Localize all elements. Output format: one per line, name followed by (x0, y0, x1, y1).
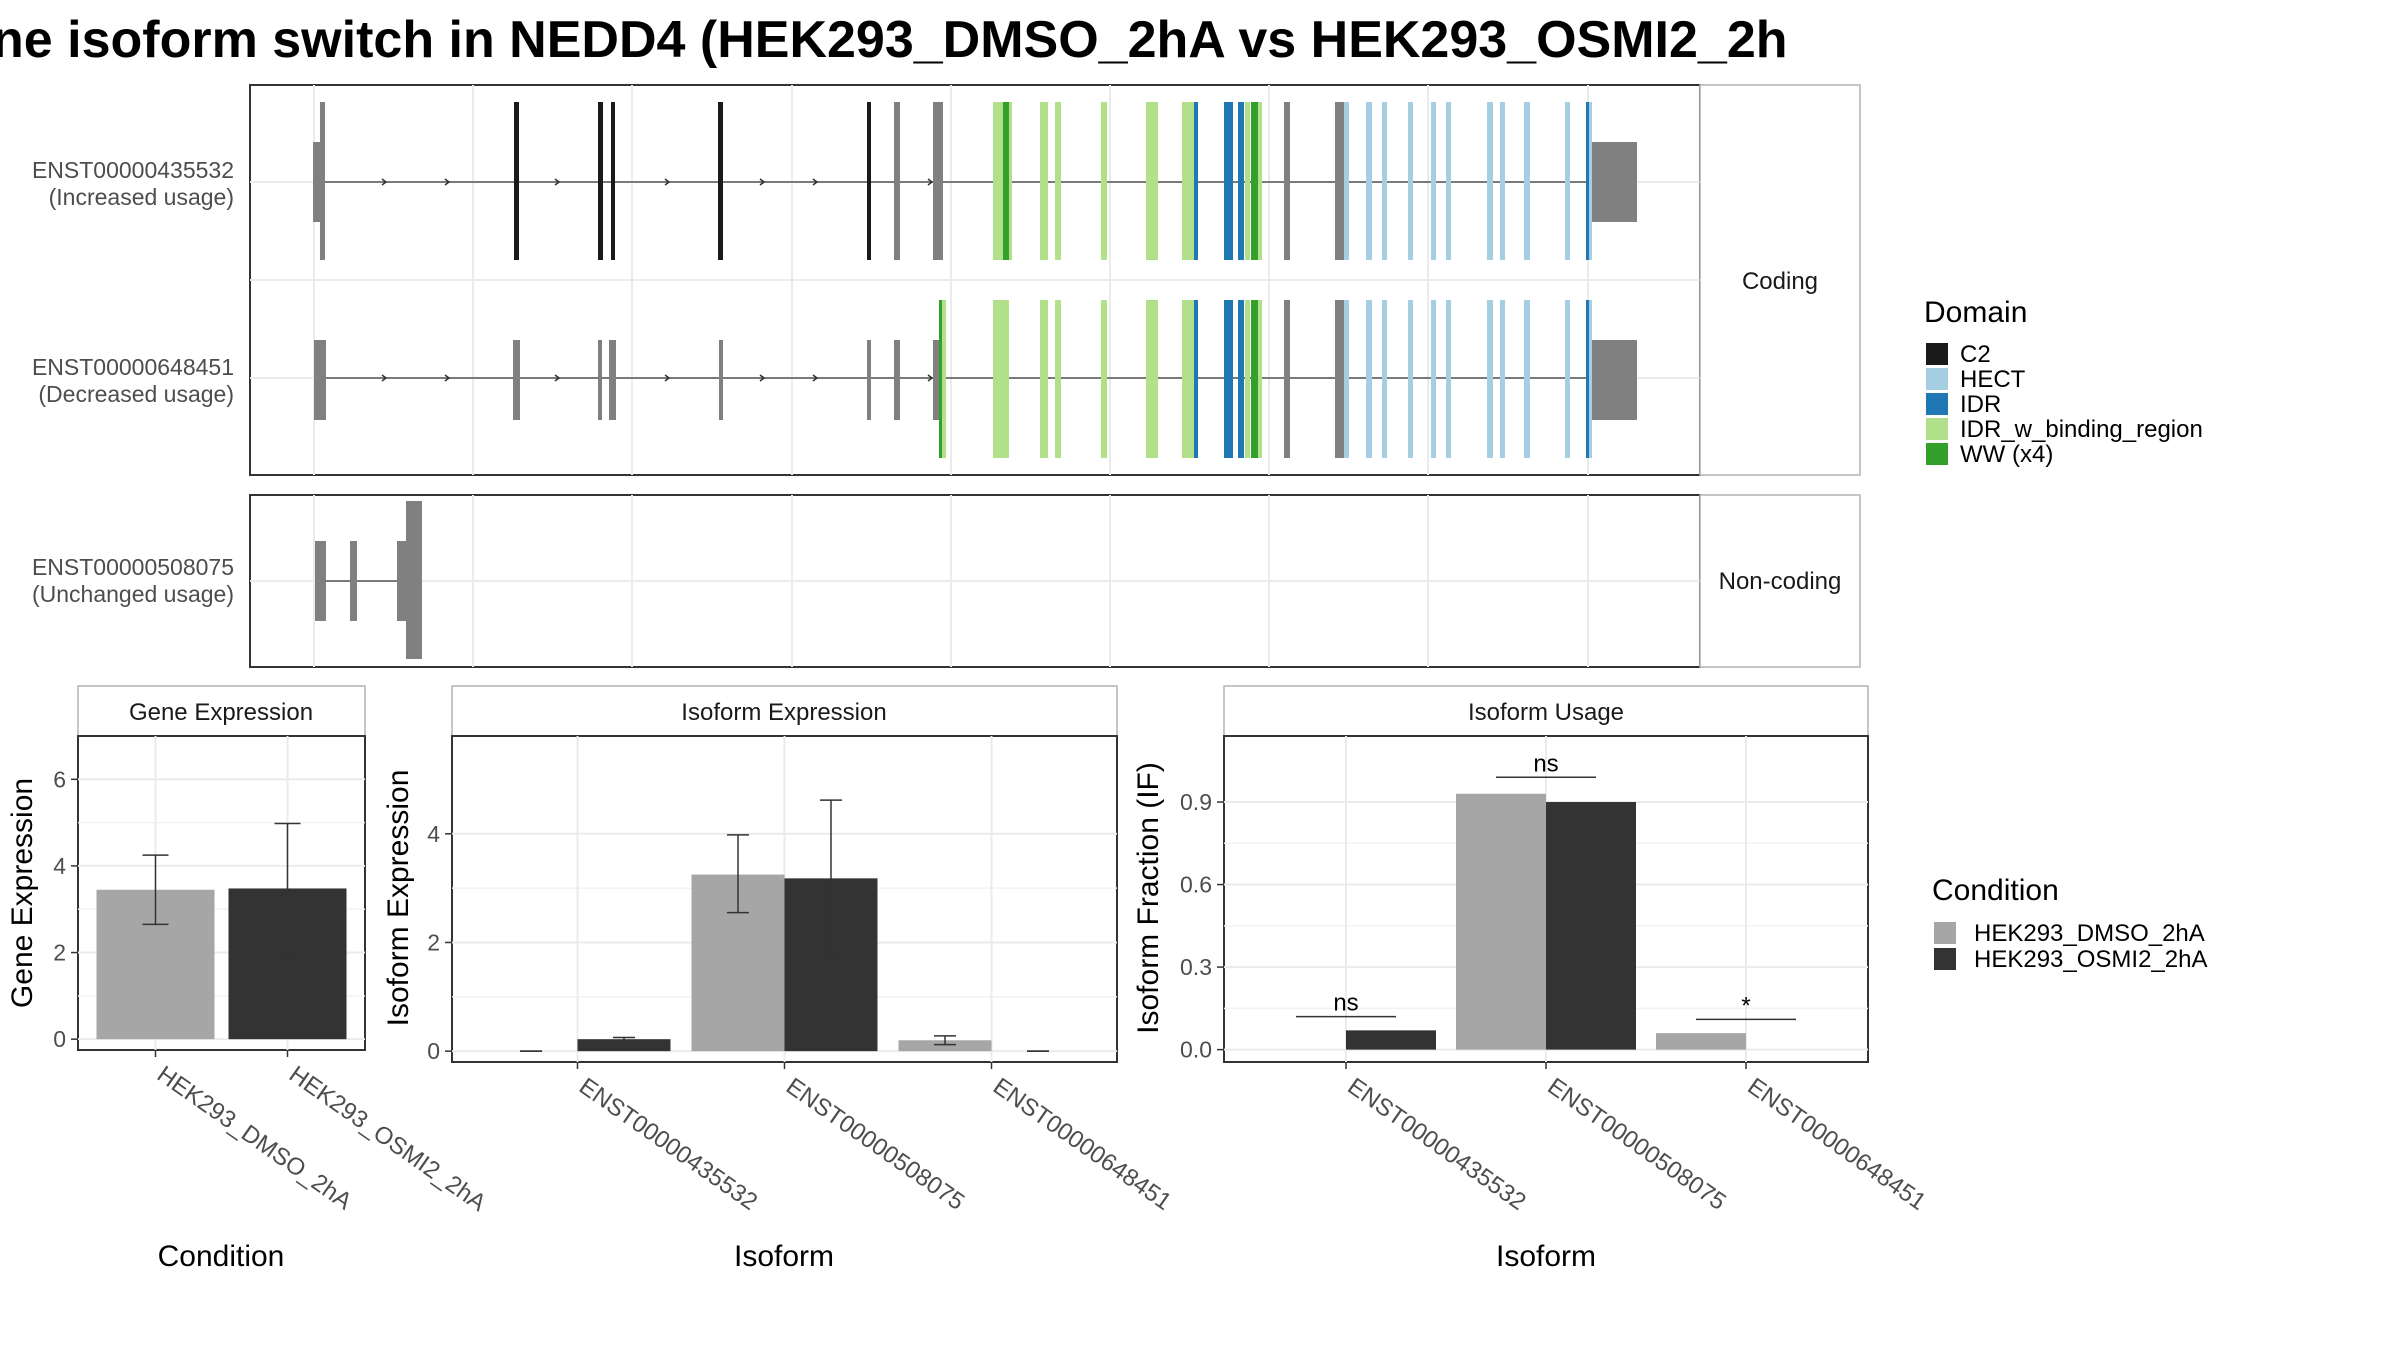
bar-HEK293_DMSO_2hA-ENST00000648451 (898, 1040, 992, 1052)
legend-swatch-WW (1926, 443, 1948, 465)
y-tick-label: 0.9 (1180, 789, 1212, 815)
transcript-labels: ENST00000435532 (Increased usage) ENST00… (32, 157, 234, 607)
x-tick-label: ENST00000508075 (1543, 1073, 1731, 1216)
legend-label-IDR: IDR (1960, 391, 2001, 418)
x-tick-label: ENST00000648451 (1743, 1073, 1931, 1216)
legend-label-dmso: HEK293_DMSO_2hA (1974, 920, 2205, 947)
significance-label: ns (1333, 990, 1358, 1017)
coding-structure-panel (249, 84, 1701, 476)
bar-HEK293_OSMI2_2hA-ENST00000508075 (1546, 802, 1636, 1050)
chart-2-marks: ns ns * (1296, 750, 1796, 1050)
transcript-3-id: ENST00000508075 (32, 554, 234, 580)
isoform-usage-panel: Isoform Usage ns ns * 0.0 0.3 0.6 0.9 ENST0000… (1132, 685, 1931, 1273)
transcript-ENST00000435532-model (313, 102, 1637, 260)
bar-HEK293_OSMI2_2hA-ENST00000435532 (1346, 1030, 1436, 1050)
chart-2-ylabel: Isoform Fraction (IF) (1132, 762, 1165, 1034)
condition-legend-title: Condition (1932, 874, 2059, 907)
noncoding-structure-panel (249, 494, 1701, 668)
bar-HEK293_DMSO_2hA-ENST00000648451 (1656, 1033, 1746, 1050)
transcript-3-usage: (Unchanged usage) (32, 581, 234, 607)
legend-swatch-osmi (1934, 948, 1956, 970)
x-tick-label: ENST00000435532 (574, 1073, 762, 1216)
chart-2-xlabel: Isoform (1496, 1240, 1596, 1273)
y-tick-label: 0 (427, 1038, 440, 1064)
condition-legend: Condition HEK293_DMSO_2hA HEK293_OSMI2_2… (1932, 874, 2207, 973)
legend-label-HECT: HECT (1960, 366, 2026, 393)
chart-1-title: Isoform Expression (681, 699, 886, 726)
y-tick-label: 0.3 (1180, 954, 1212, 980)
error-bar (934, 1035, 956, 1046)
coding-strip-label: Coding (1742, 268, 1818, 295)
significance-label: ns (1533, 750, 1558, 777)
legend-label-osmi: HEK293_OSMI2_2hA (1974, 946, 2207, 973)
chart-1-marks (520, 799, 1049, 1052)
transcript-2-id: ENST00000648451 (32, 354, 234, 380)
y-tick-label: 0 (53, 1026, 66, 1052)
chart-0-ylabel: Gene Expression (6, 778, 39, 1008)
legend-swatch-IDR-binding (1926, 418, 1948, 440)
y-tick-label: 2 (53, 940, 66, 966)
figure-title: ne isoform switch in NEDD4 (HEK293_DMSO_… (0, 11, 1788, 69)
x-tick-label: ENST00000435532 (1343, 1073, 1531, 1216)
y-tick-label: 2 (427, 929, 440, 955)
transcript-ENST00000648451-model (314, 300, 1637, 458)
bar-charts: Gene Expression 0246HEK293_DMSO_2hAHEK29… (6, 685, 1931, 1273)
gene-expression-panel: Gene Expression 0246HEK293_DMSO_2hAHEK29… (6, 685, 491, 1273)
y-tick-label: 4 (53, 853, 66, 879)
chart-0-marks (96, 822, 347, 1040)
error-bar (613, 1036, 635, 1042)
error-bar (820, 799, 842, 957)
y-tick-label: 0.0 (1180, 1037, 1212, 1063)
y-tick-label: 0.6 (1180, 872, 1212, 898)
chart-0-xlabel: Condition (158, 1240, 285, 1273)
x-tick-label: ENST00000508075 (781, 1073, 969, 1216)
chart-1-ylabel: Isoform Expression (382, 770, 415, 1027)
legend-label-IDR-binding: IDR_w_binding_region (1960, 416, 2203, 443)
transcript-ENST00000508075-model (315, 501, 422, 659)
bar-HEK293_DMSO_2hA-ENST00000508075 (1456, 793, 1546, 1050)
y-tick-label: 6 (53, 766, 66, 792)
chart-0-title: Gene Expression (129, 699, 313, 726)
chart-1-xlabel: Isoform (734, 1240, 834, 1273)
chart-2-title: Isoform Usage (1468, 699, 1624, 726)
domain-legend: Domain C2 HECT IDR IDR_w_binding_region … (1924, 296, 2203, 468)
error-bar (142, 854, 169, 926)
noncoding-strip: Non-coding (1699, 494, 1861, 668)
coding-strip: Coding (1699, 84, 1861, 476)
noncoding-strip-label: Non-coding (1719, 568, 1842, 595)
significance-label: * (1741, 992, 1750, 1019)
transcript-1-usage: (Increased usage) (49, 184, 234, 210)
legend-label-C2: C2 (1960, 341, 1991, 368)
legend-swatch-dmso (1934, 922, 1956, 944)
legend-swatch-HECT (1926, 368, 1948, 390)
legend-swatch-IDR (1926, 393, 1948, 415)
error-bar (274, 822, 301, 955)
y-tick-label: 4 (427, 821, 440, 847)
transcript-2-usage: (Decreased usage) (38, 381, 234, 407)
legend-label-WW: WW (x4) (1960, 441, 2053, 468)
domain-legend-title: Domain (1924, 296, 2027, 329)
noncoding-grid (250, 495, 1700, 667)
error-bar (727, 834, 749, 914)
legend-swatch-C2 (1926, 343, 1948, 365)
transcript-1-id: ENST00000435532 (32, 157, 234, 183)
bar-HEK293_OSMI2_2hA-ENST00000435532 (577, 1039, 671, 1052)
x-tick-label: ENST00000648451 (988, 1073, 1176, 1216)
